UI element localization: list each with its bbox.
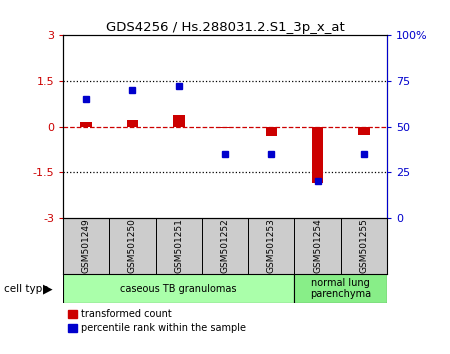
Bar: [312, 127, 324, 183]
Legend: transformed count, percentile rank within the sample: transformed count, percentile rank withi…: [68, 309, 247, 333]
Text: GSM501255: GSM501255: [360, 218, 369, 274]
Bar: [126, 120, 138, 127]
FancyBboxPatch shape: [341, 218, 387, 274]
FancyBboxPatch shape: [109, 218, 156, 274]
FancyBboxPatch shape: [63, 274, 294, 303]
FancyBboxPatch shape: [156, 218, 202, 274]
FancyBboxPatch shape: [63, 218, 109, 274]
Text: cell type: cell type: [4, 284, 49, 293]
Text: GSM501252: GSM501252: [220, 219, 230, 273]
Bar: [266, 127, 277, 136]
Text: normal lung
parenchyma: normal lung parenchyma: [310, 278, 371, 299]
Title: GDS4256 / Hs.288031.2.S1_3p_x_at: GDS4256 / Hs.288031.2.S1_3p_x_at: [106, 21, 344, 34]
FancyBboxPatch shape: [294, 274, 387, 303]
Text: ▶: ▶: [43, 283, 52, 296]
Text: caseous TB granulomas: caseous TB granulomas: [121, 284, 237, 293]
Text: GSM501249: GSM501249: [81, 219, 90, 273]
Bar: [81, 122, 92, 127]
Bar: [173, 115, 184, 127]
FancyBboxPatch shape: [294, 218, 341, 274]
Text: GSM501251: GSM501251: [174, 218, 183, 274]
Text: GSM501254: GSM501254: [313, 219, 322, 273]
Text: GSM501253: GSM501253: [267, 218, 276, 274]
Bar: [219, 127, 231, 128]
Bar: [358, 127, 369, 135]
FancyBboxPatch shape: [248, 218, 294, 274]
FancyBboxPatch shape: [202, 218, 248, 274]
Text: GSM501250: GSM501250: [128, 218, 137, 274]
